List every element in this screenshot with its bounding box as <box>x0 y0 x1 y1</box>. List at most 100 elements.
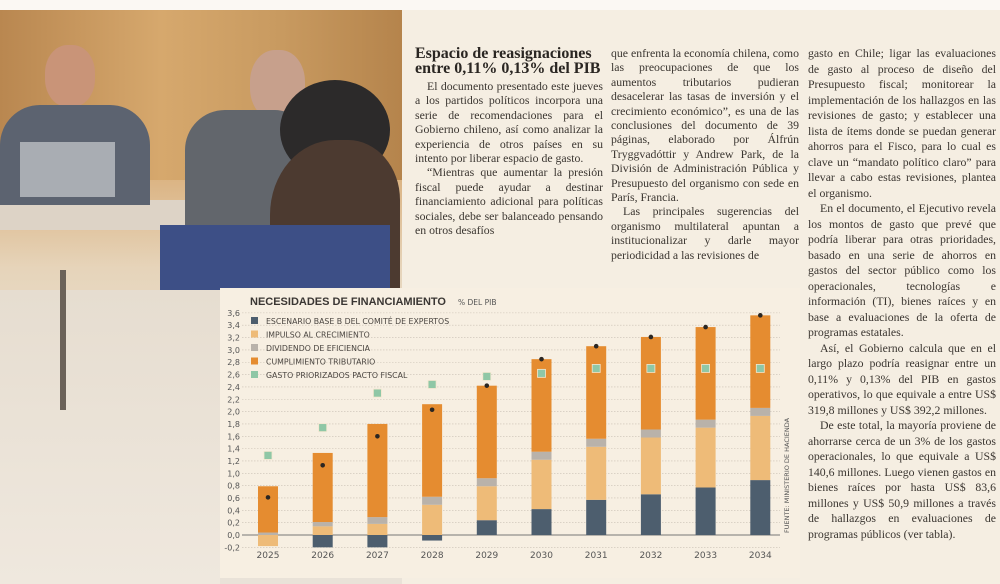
total-dot <box>758 313 763 318</box>
paragraph: Las principales sugerencias del organism… <box>611 204 799 262</box>
bar-segment <box>312 526 333 535</box>
bar-segment <box>750 407 771 416</box>
pacto-fiscal-marker <box>701 364 711 373</box>
bar-segment <box>258 535 278 547</box>
bar-segment <box>422 504 443 535</box>
legend-label: CUMPLIMIENTO TRIBUTARIO <box>266 358 375 367</box>
bar-segment <box>312 452 333 523</box>
y-tick-label: 0,4 <box>227 506 240 515</box>
legend-label: ESCENARIO BASE B DEL COMITÉ DE EXPERTOS <box>266 317 449 326</box>
legend-swatch <box>251 330 258 338</box>
total-dot <box>320 462 325 468</box>
pacto-fiscal-marker <box>318 423 328 433</box>
bar-segment <box>476 385 497 479</box>
x-tick-label: 2029 <box>475 551 498 561</box>
y-tick-label: 3,4 <box>227 321 240 330</box>
total-dot <box>484 383 490 388</box>
bar-segment <box>640 437 661 495</box>
pacto-fiscal-marker <box>427 380 437 389</box>
bar-segment <box>586 438 607 447</box>
legend-swatch <box>251 371 258 378</box>
legend-swatch <box>251 344 258 351</box>
x-tick-label: 2026 <box>311 551 334 561</box>
bar-segment <box>695 419 716 428</box>
paragraph: El documento presentado este jueves a lo… <box>415 79 603 166</box>
legend-label: GASTO PRIORIZADOS PACTO FISCAL <box>266 371 408 380</box>
bar-segment <box>367 523 388 535</box>
article-heading: Espacio de reasignaciones entre 0,11% 0,… <box>415 45 601 77</box>
pacto-fiscal-marker <box>537 368 546 378</box>
pacto-fiscal-marker <box>263 451 273 460</box>
y-tick-label: 1,0 <box>227 469 240 478</box>
y-tick-label: 0,6 <box>227 494 240 503</box>
bar-segment <box>750 415 771 481</box>
bar-segment <box>531 359 552 452</box>
bar-segment <box>695 327 716 420</box>
paragraph: Así, el Gobierno calcula que en el largo… <box>808 340 996 417</box>
bar-segment <box>531 451 552 460</box>
y-tick-label: 2,2 <box>227 395 240 404</box>
article-column-1: Espacio de reasignaciones entre 0,11% 0,… <box>415 45 603 238</box>
y-tick-label: 2,0 <box>227 408 240 417</box>
total-dot <box>648 334 654 340</box>
chart-title: NECESIDADES DE FINANCIAMIENTO <box>250 296 446 308</box>
legend-swatch <box>251 317 258 324</box>
bar-segment <box>586 499 607 535</box>
bar-segment <box>586 446 607 500</box>
pacto-fiscal-marker <box>372 388 382 398</box>
page-top-strip <box>0 0 1000 10</box>
total-dot <box>375 433 380 439</box>
bar-segment <box>640 336 661 430</box>
y-tick-label: 1,6 <box>227 432 240 441</box>
y-tick-label: 1,4 <box>227 445 240 454</box>
bar-segment <box>640 494 661 535</box>
bar-segment <box>586 346 607 439</box>
legend-swatch <box>251 357 258 365</box>
y-tick-label: 3,6 <box>227 309 240 318</box>
chart-svg: -0,2 0,0 0,2 0,4 0,6 0,8 1,0 1,2 1,4 1,6 1,8 2,0 2,2… <box>224 296 791 561</box>
y-tick-label: 2,8 <box>227 358 240 367</box>
bar-segment <box>367 517 388 524</box>
bar-segment <box>422 404 443 497</box>
total-dot <box>593 343 599 349</box>
y-tick-label: 3,2 <box>227 334 240 343</box>
paragraph: De este total, la mayoría proviene de ah… <box>808 418 996 541</box>
bar-segment <box>531 509 552 535</box>
legend-label: IMPULSO AL CRECIMIENTO <box>266 331 370 340</box>
article-column-3: gasto en Chile; ligar las evaluaciones d… <box>808 46 996 542</box>
bar-segment <box>312 522 333 527</box>
y-tick-label: -0,2 <box>224 543 240 552</box>
bar-segment <box>367 535 388 548</box>
bar-segment <box>422 496 443 505</box>
y-tick-label: 0,2 <box>227 519 240 528</box>
x-tick-label: 2025 <box>257 551 280 561</box>
bar-segment <box>476 486 497 521</box>
bar-segment <box>367 423 388 518</box>
bar-segment <box>258 532 278 535</box>
pacto-fiscal-marker <box>646 364 656 373</box>
bar-segment <box>695 427 716 488</box>
pacto-fiscal-marker <box>591 364 601 373</box>
paragraph: En el documento, el Ejecutivo revela los… <box>808 201 996 339</box>
pacto-fiscal-marker <box>482 372 492 381</box>
total-dot <box>539 356 544 362</box>
total-dot <box>429 407 435 413</box>
x-tick-label: 2028 <box>421 551 444 561</box>
y-tick-label: 1,2 <box>227 457 240 466</box>
x-tick-label: 2031 <box>585 551 608 561</box>
paragraph: gasto en Chile; ligar las evaluaciones d… <box>808 46 996 200</box>
x-tick-label: 2034 <box>749 551 772 561</box>
bar-segment <box>258 486 278 533</box>
paragraph: “Mientras que aumentar la presión fiscal… <box>415 165 603 238</box>
chart-unit: % DEL PIB <box>458 298 496 307</box>
bar-segment <box>476 478 497 487</box>
bar-segment <box>312 535 333 548</box>
bar-segment <box>750 480 771 535</box>
x-tick-label: 2027 <box>366 551 389 561</box>
x-tick-label: 2032 <box>639 551 662 561</box>
y-tick-label: 2,6 <box>227 371 240 380</box>
bar-segment <box>476 520 497 535</box>
bar-segment <box>422 535 443 541</box>
y-tick-label: 0,8 <box>227 482 240 491</box>
y-tick-label: 3,0 <box>227 346 240 355</box>
